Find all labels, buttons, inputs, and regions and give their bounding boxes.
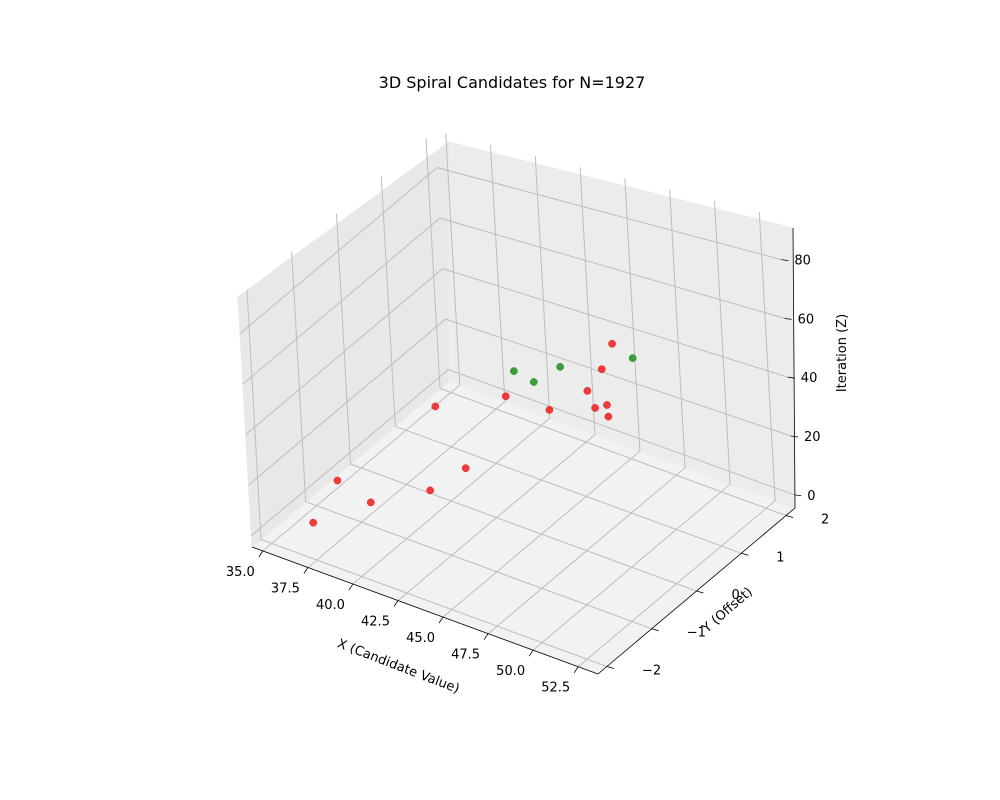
red-point: [591, 404, 599, 412]
red-point: [597, 365, 606, 374]
gridlines: [239, 133, 795, 668]
x-gridline: [487, 189, 686, 635]
z-tick-label: 20: [804, 430, 821, 445]
z-tick-label: 40: [801, 371, 818, 386]
z-tick: [790, 435, 799, 438]
x-tick: [483, 633, 489, 640]
chart-title: 3D Spiral Candidates for N=1927: [379, 73, 646, 92]
x-tick-label: 47.5: [451, 648, 480, 663]
tick-marks: [258, 259, 802, 673]
z-gridline: [239, 167, 782, 334]
y-tick-label: −2: [642, 663, 661, 678]
y-tick-label: 1: [776, 550, 784, 565]
y-tick-label: 0: [732, 588, 740, 603]
green-point: [510, 367, 518, 375]
x-gridline: [307, 144, 506, 568]
red-point: [309, 518, 318, 527]
red-point: [583, 387, 592, 395]
z-tick: [787, 376, 795, 379]
z-tick: [794, 494, 802, 497]
z-gridline: [242, 217, 785, 385]
x-tick-label: 45.0: [406, 631, 435, 646]
x-tick: [573, 666, 579, 673]
red-point: [604, 412, 613, 421]
red-point: [545, 406, 554, 414]
y-gridline: [425, 138, 787, 516]
y-axis-label: Y (Offset): [699, 585, 756, 637]
x-axis-label: X (Candidate Value): [335, 637, 461, 697]
y-gridline: [246, 289, 608, 667]
z-gridline: [245, 268, 788, 435]
green-point: [529, 378, 538, 386]
green-point: [556, 363, 564, 371]
x-tick-label: 40.0: [316, 598, 345, 613]
y-gridline: [380, 176, 742, 554]
z-tick-label: 60: [798, 312, 815, 327]
z-gridline: [248, 318, 792, 486]
x-tick: [348, 583, 354, 591]
red-point: [426, 486, 435, 495]
x-tick: [258, 550, 264, 558]
x-tick: [303, 567, 309, 574]
x-gridline: [352, 156, 551, 585]
scatter-points: [309, 339, 637, 527]
red-point: [366, 498, 375, 507]
red-point: [608, 339, 616, 348]
x-tick-label: 50.0: [496, 664, 525, 679]
red-point: [603, 401, 611, 409]
x-tick-label: 42.5: [361, 615, 390, 630]
x-tick: [393, 600, 399, 607]
z-axis-label: Iteration (Z): [835, 314, 850, 392]
x-gridline: [262, 133, 461, 552]
x-gridline: [397, 167, 596, 601]
x-tick: [438, 616, 444, 624]
z-gridline: [251, 369, 795, 536]
y-tick: [696, 590, 704, 594]
y-tick: [785, 515, 794, 518]
z-axis-line: [792, 227, 796, 509]
z-tick: [781, 259, 789, 262]
y-tick-label: −1: [687, 626, 706, 641]
red-point: [501, 392, 510, 401]
x-gridline: [532, 200, 731, 651]
x-gridline: [442, 178, 641, 618]
y-tick: [606, 666, 615, 669]
red-point: [333, 476, 342, 485]
x-axis-line: [251, 546, 599, 675]
y-tick: [741, 552, 749, 556]
y-gridline: [291, 251, 652, 630]
x-tick-label: 37.5: [271, 582, 300, 597]
x-gridline: [577, 212, 776, 668]
tick-labels: 35.037.540.042.545.047.550.052.5−2−10120…: [226, 254, 829, 696]
green-point: [628, 354, 637, 362]
y-tick-label: 2: [821, 513, 829, 528]
y-gridline: [336, 213, 697, 592]
x-tick: [528, 649, 534, 657]
axis-panes: [237, 141, 796, 675]
y-tick: [651, 628, 659, 632]
x-tick-label: 52.5: [541, 681, 570, 696]
red-point: [461, 464, 470, 473]
z-tick: [784, 318, 792, 320]
x-tick-label: 35.0: [226, 565, 255, 580]
red-point: [431, 402, 440, 411]
z-tick-label: 0: [807, 489, 815, 504]
z-tick-label: 80: [794, 254, 811, 269]
